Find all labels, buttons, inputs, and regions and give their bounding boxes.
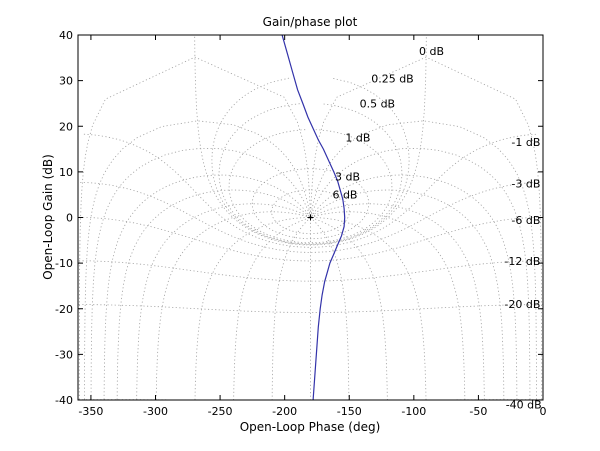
grid-gain-label: -6 dB (511, 214, 540, 227)
x-tick-label: -200 (272, 405, 297, 418)
grid-mag-curve (218, 103, 403, 245)
x-tick-label: -100 (401, 405, 426, 418)
grid-gain-label: -1 dB (511, 136, 540, 149)
grid-phase-curve (271, 217, 311, 400)
y-tick-label: 40 (59, 29, 73, 42)
grid-gain-label: 0.5 dB (360, 97, 396, 110)
x-tick-label: -50 (469, 405, 487, 418)
y-tick-label: -40 (55, 394, 73, 407)
x-tick-label: -300 (143, 405, 168, 418)
grid-phase-curve (84, 120, 311, 400)
grid-phase-curve (311, 217, 427, 400)
grid-mag-curve (228, 129, 393, 244)
chart-title: Gain/phase plot (263, 15, 358, 29)
grid-mag-curve (251, 168, 370, 240)
y-axis-label: Open-Loop Gain (dB) (41, 154, 55, 280)
grid-mag-curve (78, 260, 543, 282)
grid-phase-curve (311, 211, 466, 400)
series-line (281, 35, 346, 400)
grid-phase-curve (310, 189, 505, 400)
x-tick-label: 0 (540, 405, 547, 418)
x-axis-label: Open-Loop Phase (deg) (240, 420, 381, 434)
grid-phase-curve (155, 211, 310, 400)
grid-gain-label: -3 dB (511, 177, 540, 190)
grid-phase-curve (194, 217, 310, 400)
critical-point-marker (307, 214, 314, 221)
grid-phase-curve (310, 174, 518, 400)
grid-phase-curve (116, 189, 311, 400)
y-tick-label: 10 (59, 166, 73, 179)
y-tick-label: 30 (59, 75, 73, 88)
grid-phase-curve (233, 217, 311, 400)
y-tick-label: -30 (55, 348, 73, 361)
grid-phase-curve (310, 203, 485, 400)
y-tick-label: 0 (66, 212, 73, 225)
grid-phase-curve (78, 56, 311, 400)
y-tick-label: -10 (55, 257, 73, 270)
grid-mag-curve (83, 133, 538, 248)
grid-gain-label: 3 dB (335, 170, 360, 183)
grid-phase-curve (310, 147, 531, 400)
grid-gain-label: 1 dB (345, 132, 370, 145)
y-tick-label: 20 (59, 120, 73, 133)
grid-phase-curve (136, 203, 311, 400)
grid-gain-label: -40 dB (506, 399, 542, 412)
grid-phase-curve (310, 217, 350, 400)
grid-gain-label: -20 dB (504, 298, 540, 311)
grid-gain-label: -12 dB (504, 255, 540, 268)
grid-phase-curve (90, 147, 311, 400)
grid-gain-label: 6 dB (332, 189, 357, 202)
grid-gain-label: 0 dB (419, 45, 444, 58)
x-tick-label: -350 (78, 405, 103, 418)
grid-phase-curve (310, 217, 388, 400)
grid-mag-curve (194, 35, 427, 246)
y-tick-label: -20 (55, 303, 73, 316)
x-tick-label: -250 (208, 405, 233, 418)
x-tick-label: -150 (337, 405, 362, 418)
grid-gain-label: 0.25 dB (371, 72, 414, 85)
series-layer (281, 35, 346, 400)
grid-phase-curve (103, 174, 311, 400)
axes: 0 dB 0.25 dB 0.5 dB 1 dB 3 dB 6 dB -1 dB -3 dB -… (55, 29, 546, 418)
grid-phase-curve (310, 120, 537, 400)
